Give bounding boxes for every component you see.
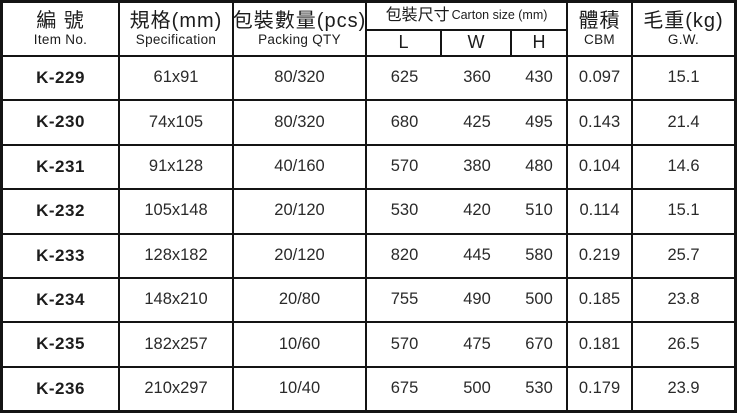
carton-h: 430 — [525, 68, 553, 87]
carton-h: 670 — [525, 334, 553, 353]
cbm-cell: 0.185 — [568, 278, 631, 322]
carton-w: 380 — [463, 157, 491, 176]
gw-cell: 25.7 — [633, 234, 734, 277]
gw-cell: 15.1 — [633, 190, 734, 233]
carton-w: 475 — [463, 334, 491, 353]
carton-cell: 625 360 430 — [367, 57, 566, 100]
header-carton-h: H — [512, 31, 566, 55]
header-carton-l: L — [367, 31, 440, 55]
gw-cell: 21.4 — [633, 101, 734, 144]
header-specification-cjk: 規格(mm) — [129, 9, 223, 32]
carton-w: 445 — [463, 245, 491, 264]
carton-w: 500 — [463, 378, 491, 397]
qty-cell: 20/80 — [234, 278, 365, 322]
gw-cell: 15.1 — [633, 57, 734, 100]
carton-h: 500 — [525, 290, 553, 309]
qty-cell: 40/160 — [234, 145, 365, 189]
header-item-no-en: Item No. — [33, 31, 88, 47]
carton-cell: 680 425 495 — [367, 101, 566, 144]
carton-w: 490 — [463, 290, 491, 309]
header-gw-cjk: 毛重(kg) — [643, 9, 724, 32]
header-gw-en: G.W. — [667, 31, 700, 47]
carton-w: 360 — [463, 68, 491, 87]
qty-cell: 80/320 — [234, 101, 365, 144]
item-no-cell: K-231 — [3, 145, 118, 189]
item-no-cell: K-235 — [3, 323, 118, 366]
carton-h: 495 — [525, 112, 553, 131]
header-cbm-en: CBM — [584, 31, 615, 47]
qty-cell: 20/120 — [234, 190, 365, 233]
carton-l: 570 — [390, 157, 419, 176]
carton-l: 570 — [390, 334, 419, 353]
carton-w: 420 — [463, 201, 491, 220]
header-packing-qty: 包裝數量(pcs) Packing QTY — [234, 3, 365, 55]
carton-cell: 570 380 480 — [367, 145, 566, 189]
header-carton-size: 包裝尺寸 Carton size (mm) — [367, 3, 566, 29]
spec-cell: 210x297 — [120, 367, 232, 410]
header-item-no-cjk: 編 號 — [36, 9, 85, 32]
cbm-cell: 0.179 — [568, 367, 631, 410]
carton-l: 755 — [390, 290, 419, 309]
cbm-cell: 0.114 — [568, 190, 631, 233]
header-specification-en: Specification — [135, 31, 217, 47]
carton-h: 510 — [525, 201, 553, 220]
spec-cell: 182x257 — [120, 323, 232, 366]
carton-l: 675 — [390, 378, 419, 397]
cbm-cell: 0.104 — [568, 145, 631, 189]
cbm-cell: 0.219 — [568, 234, 631, 277]
cbm-cell: 0.143 — [568, 101, 631, 144]
spec-cell: 61x91 — [120, 57, 232, 100]
gw-cell: 14.6 — [633, 145, 734, 189]
header-packing-qty-cjk: 包裝數量(pcs) — [234, 9, 365, 32]
spec-cell: 105x148 — [120, 190, 232, 233]
gw-cell: 26.5 — [633, 323, 734, 366]
carton-l: 820 — [390, 245, 419, 264]
cbm-cell: 0.181 — [568, 323, 631, 366]
carton-h: 530 — [525, 378, 553, 397]
header-carton-size-cjk: 包裝尺寸 — [385, 7, 450, 25]
item-no-cell: K-232 — [3, 190, 118, 233]
carton-h: 480 — [525, 157, 553, 176]
carton-cell: 820 445 580 — [367, 234, 566, 277]
carton-l: 680 — [390, 112, 419, 131]
item-no-cell: K-233 — [3, 234, 118, 277]
carton-l: 625 — [390, 68, 419, 87]
item-no-cell: K-229 — [3, 57, 118, 100]
header-gw: 毛重(kg) G.W. — [633, 3, 734, 55]
item-no-cell: K-236 — [3, 367, 118, 410]
carton-w: 425 — [463, 112, 491, 131]
header-packing-qty-en: Packing QTY — [258, 31, 341, 47]
gw-cell: 23.8 — [633, 278, 734, 322]
carton-cell: 755 490 500 — [367, 278, 566, 322]
spec-cell: 148x210 — [120, 278, 232, 322]
spec-cell: 74x105 — [120, 101, 232, 144]
qty-cell: 80/320 — [234, 57, 365, 100]
spec-cell: 128x182 — [120, 234, 232, 277]
header-carton-size-en: Carton size (mm) — [451, 8, 548, 23]
item-no-cell: K-234 — [3, 278, 118, 322]
header-specification: 規格(mm) Specification — [120, 3, 232, 55]
carton-h: 580 — [525, 245, 553, 264]
qty-cell: 10/60 — [234, 323, 365, 366]
header-carton-w: W — [442, 31, 510, 55]
cbm-cell: 0.097 — [568, 57, 631, 100]
carton-l: 530 — [390, 201, 419, 220]
header-cbm-cjk: 體積 — [578, 9, 621, 32]
carton-cell: 570 475 670 — [367, 323, 566, 366]
carton-cell: 530 420 510 — [367, 190, 566, 233]
carton-cell: 675 500 530 — [367, 367, 566, 410]
qty-cell: 10/40 — [234, 367, 365, 410]
gw-cell: 23.9 — [633, 367, 734, 410]
header-item-no: 編 號 Item No. — [3, 3, 118, 55]
header-cbm: 體積 CBM — [568, 3, 631, 55]
qty-cell: 20/120 — [234, 234, 365, 277]
item-no-cell: K-230 — [3, 101, 118, 144]
spec-cell: 91x128 — [120, 145, 232, 189]
